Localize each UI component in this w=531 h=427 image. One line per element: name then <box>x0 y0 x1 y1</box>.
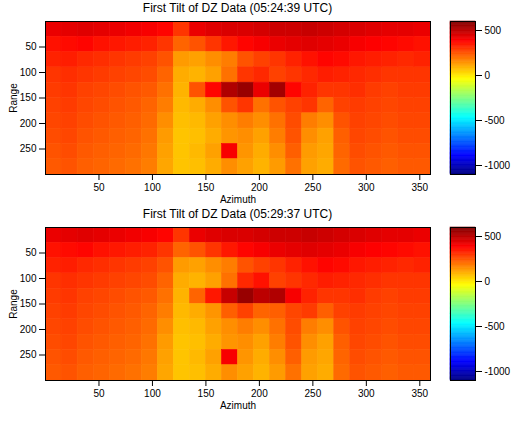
svg-text:-1000: -1000 <box>485 366 511 377</box>
svg-text:500: 500 <box>485 25 502 36</box>
svg-text:50: 50 <box>93 182 105 193</box>
svg-text:500: 500 <box>485 231 502 242</box>
svg-text:150: 150 <box>20 92 37 103</box>
svg-text:200: 200 <box>20 118 37 129</box>
svg-text:Range: Range <box>8 289 19 319</box>
svg-text:50: 50 <box>25 247 37 258</box>
svg-text:200: 200 <box>20 324 37 335</box>
svg-text:100: 100 <box>20 67 37 78</box>
svg-text:100: 100 <box>144 182 161 193</box>
svg-text:250: 250 <box>20 143 37 154</box>
svg-text:250: 250 <box>305 388 322 399</box>
svg-text:50: 50 <box>25 41 37 52</box>
svg-text:250: 250 <box>305 182 322 193</box>
svg-text:Range: Range <box>8 83 19 113</box>
svg-text:200: 200 <box>251 388 268 399</box>
svg-text:100: 100 <box>20 273 37 284</box>
svg-text:0: 0 <box>485 276 491 287</box>
svg-text:Azimuth: Azimuth <box>220 194 256 205</box>
svg-text:150: 150 <box>198 182 215 193</box>
svg-text:0: 0 <box>485 70 491 81</box>
svg-text:-1000: -1000 <box>485 160 511 171</box>
svg-text:-500: -500 <box>485 115 505 126</box>
svg-text:350: 350 <box>411 388 428 399</box>
svg-text:200: 200 <box>251 182 268 193</box>
svg-text:150: 150 <box>198 388 215 399</box>
html-text:First Tilt of DZ Data (05:29:3: First Tilt of DZ Data (05:29:37 UTC) <box>142 207 333 221</box>
svg-text:100: 100 <box>144 388 161 399</box>
svg-text:150: 150 <box>20 298 37 309</box>
svg-text:350: 350 <box>411 182 428 193</box>
svg-text:300: 300 <box>358 388 375 399</box>
svg-text:300: 300 <box>358 182 375 193</box>
svg-text:50: 50 <box>93 388 105 399</box>
svg-text:-500: -500 <box>485 321 505 332</box>
svg-text:250: 250 <box>20 349 37 360</box>
html-text:First Tilt of DZ Data (05:24:3: First Tilt of DZ Data (05:24:39 UTC) <box>142 1 333 15</box>
svg-text:Azimuth: Azimuth <box>220 400 256 411</box>
